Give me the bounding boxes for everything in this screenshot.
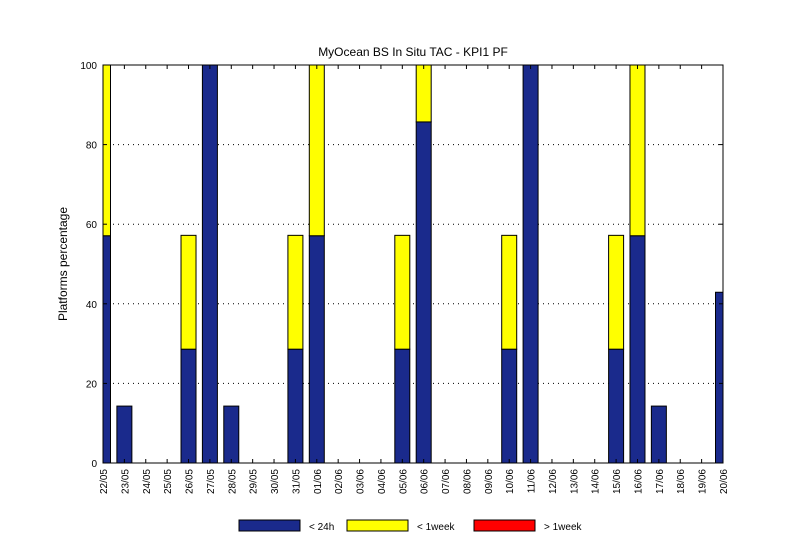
bar-segment: [608, 348, 625, 464]
x-tick-label: 25/05: [163, 469, 174, 494]
x-tick-label: 03/06: [356, 469, 367, 494]
x-tick-label: 02/06: [334, 469, 345, 494]
x-tick-label: 11/06: [527, 469, 538, 494]
x-tick-label: 05/06: [398, 469, 409, 494]
bar-segment: [180, 348, 197, 464]
x-tick-label: 28/05: [227, 469, 238, 494]
legend-label: > 1week: [544, 522, 583, 533]
bar-segment: [102, 235, 111, 464]
x-tick-label: 23/05: [120, 469, 131, 494]
bar-segment: [394, 234, 411, 350]
legend-swatch: [473, 519, 536, 532]
x-tick-label: 18/06: [676, 469, 687, 494]
x-tick-label: 29/05: [249, 469, 260, 494]
bar-segment: [287, 234, 304, 350]
y-ticks: 0 20 40 60 80 100: [80, 61, 723, 470]
x-tick-label: 12/06: [548, 469, 559, 494]
x-ticks: 22/05 23/05 24/05 25/05 26/05 27/05 28/05 29/05…: [99, 65, 730, 494]
x-tick-label: 14/06: [591, 469, 602, 494]
x-tick-label: 01/06: [313, 469, 324, 494]
x-tick-label: 06/06: [420, 469, 431, 494]
bar-segment: [394, 348, 411, 464]
y-tick-label: 20: [86, 379, 98, 390]
x-tick-label: 31/05: [291, 469, 302, 494]
bar-segment: [223, 405, 240, 464]
x-tick-label: 24/05: [142, 469, 153, 494]
bars: [102, 64, 724, 464]
legend: < 24h < 1week > 1week: [238, 519, 583, 533]
x-tick-label: 09/06: [484, 469, 495, 494]
legend-label: < 1week: [417, 522, 456, 533]
bar-segment: [629, 235, 646, 464]
y-tick-label: 40: [86, 300, 98, 311]
bar-segment: [522, 64, 539, 464]
x-tick-label: 04/06: [377, 469, 388, 494]
x-tick-label: 19/06: [698, 469, 709, 494]
x-tick-label: 16/06: [633, 469, 644, 494]
y-tick-label: 0: [91, 459, 97, 470]
x-tick-label: 10/06: [505, 469, 516, 494]
bar-segment: [501, 234, 518, 350]
chart-title: MyOcean BS In Situ TAC - KPI1 PF: [318, 45, 508, 59]
bar-segment: [308, 64, 325, 237]
bar-segment: [102, 64, 111, 237]
bar-segment: [501, 348, 518, 464]
y-tick-label: 100: [80, 61, 97, 72]
bar-segment: [650, 405, 667, 464]
x-tick-label: 27/05: [206, 469, 217, 494]
grid-lines: [103, 144, 723, 384]
x-tick-label: 15/06: [612, 469, 623, 494]
x-tick-label: 22/05: [99, 469, 110, 494]
bar-segment: [180, 234, 197, 350]
legend-swatch: [346, 519, 409, 532]
bar-segment: [201, 64, 218, 464]
legend-swatch: [238, 519, 301, 532]
bar-segment: [715, 291, 724, 464]
plot-frame: [102, 64, 724, 464]
bar-segment: [415, 64, 432, 123]
bar-segment: [287, 348, 304, 464]
bar-segment: [608, 234, 625, 350]
x-tick-label: 08/06: [462, 469, 473, 494]
bar-segment: [308, 235, 325, 464]
x-tick-label: 30/05: [270, 469, 281, 494]
x-tick-label: 20/06: [719, 469, 730, 494]
y-tick-label: 60: [86, 220, 98, 231]
x-tick-label: 26/05: [185, 469, 196, 494]
bar-segment: [629, 64, 646, 237]
x-tick-label: 07/06: [441, 469, 452, 494]
y-axis-label: Platforms percentage: [56, 207, 70, 321]
legend-label: < 24h: [309, 522, 334, 533]
x-tick-label: 17/06: [655, 469, 666, 494]
bar-segment: [116, 405, 133, 464]
y-tick-label: 80: [86, 141, 98, 152]
x-tick-label: 13/06: [569, 469, 580, 494]
bar-segment: [415, 121, 432, 464]
